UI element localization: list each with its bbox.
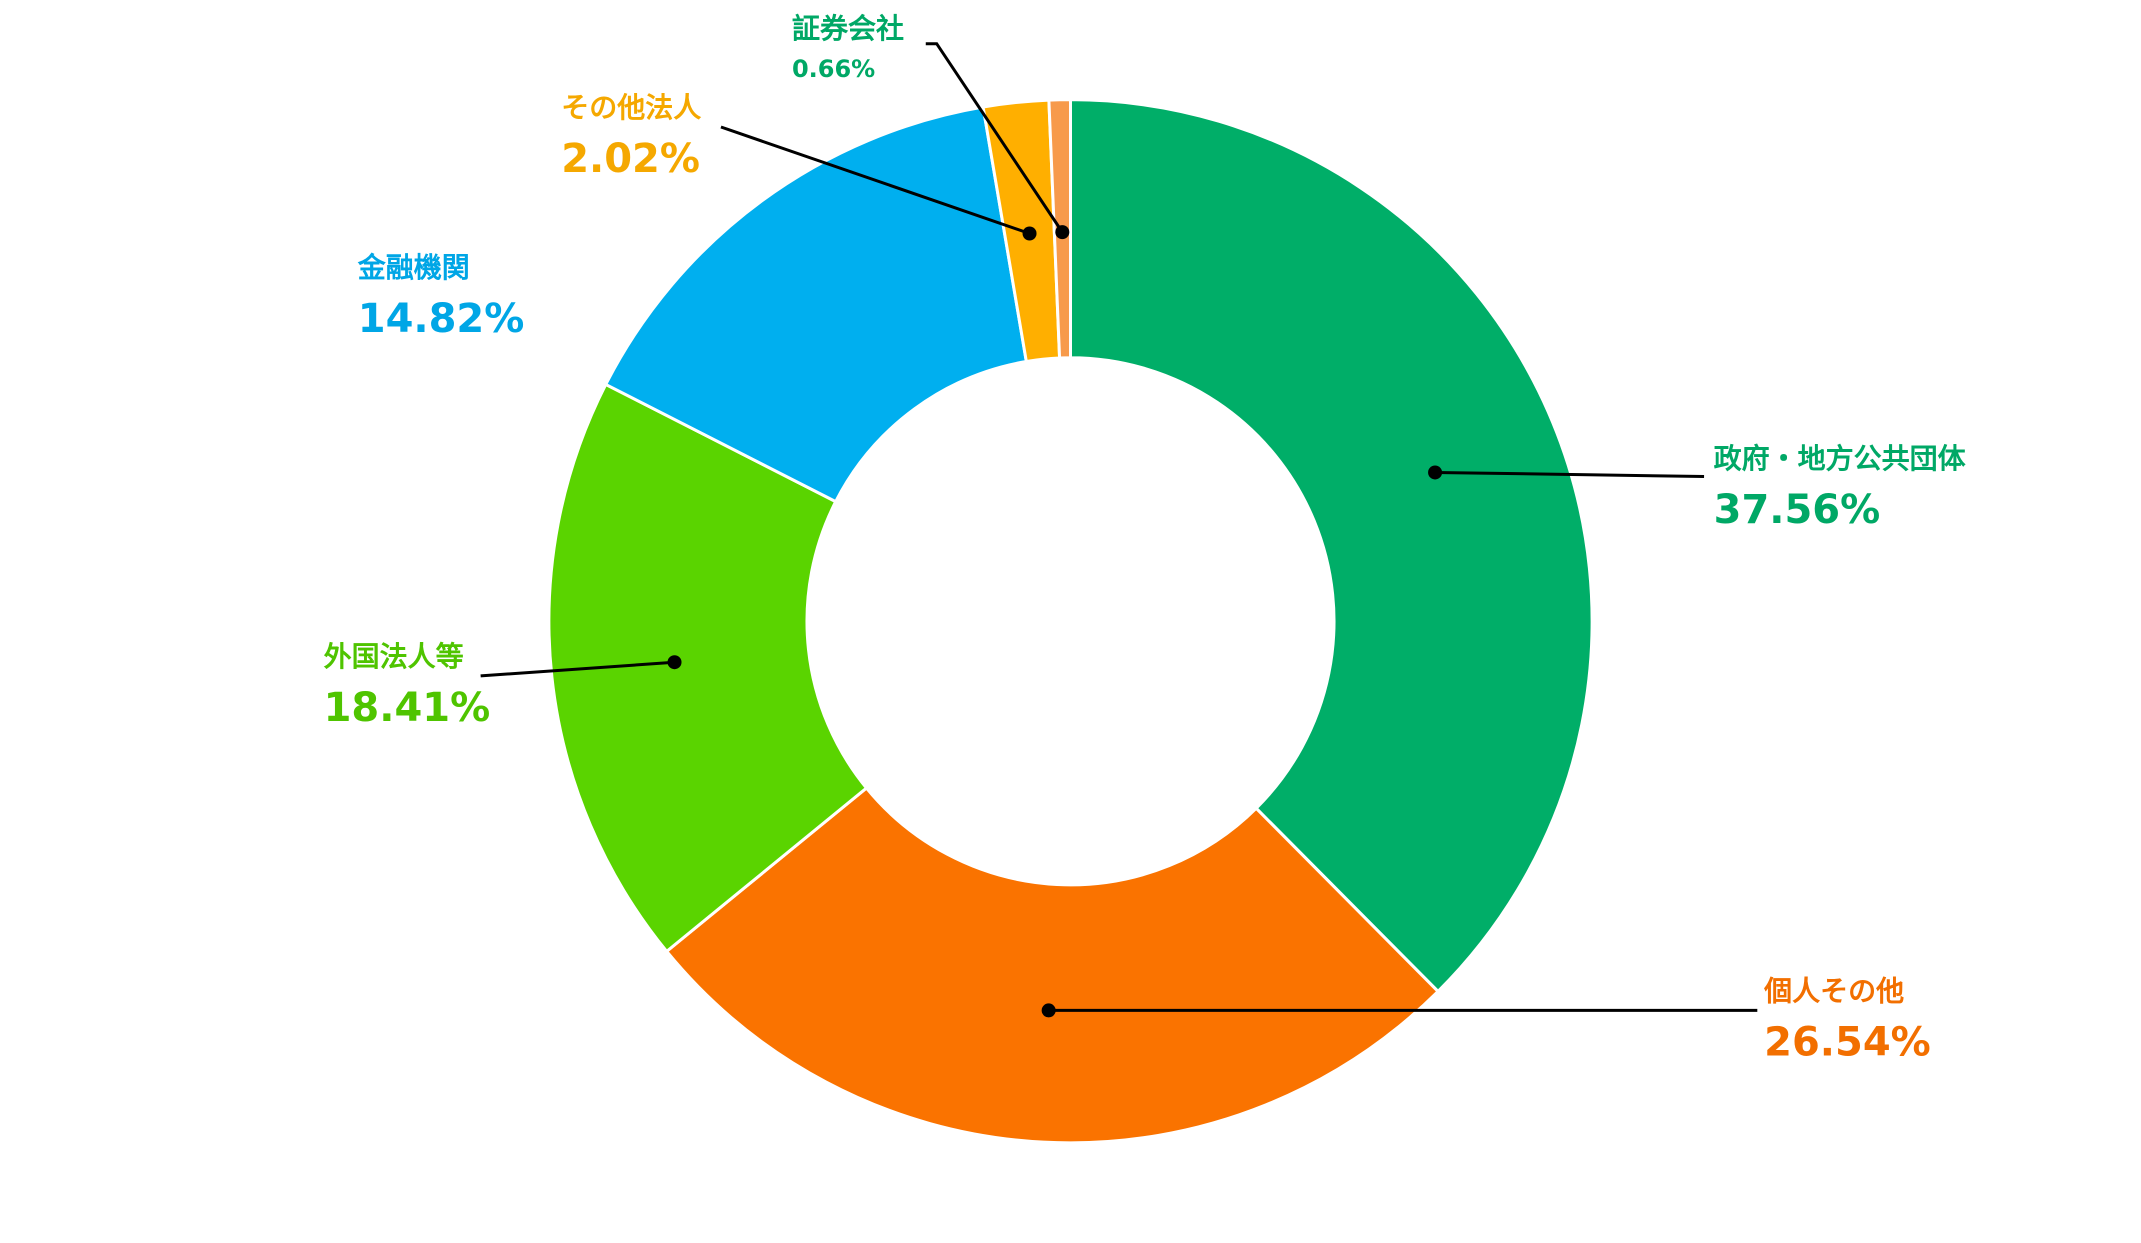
- slice-value-label-1: 37.56%: [1714, 487, 1881, 533]
- pie-slice-1: [1069, 98, 1594, 994]
- slices-layer: [547, 98, 1594, 1145]
- pie-slice-4: [603, 105, 1029, 504]
- slice-name-label-1: 政府・地方公共団体: [1714, 442, 1967, 475]
- slice-name-label-3: 外国法人等: [324, 640, 464, 673]
- leader-dot-6: [1055, 225, 1070, 240]
- slice-value-label-6: 0.66%: [792, 55, 875, 83]
- pie-slice-2: [664, 785, 1441, 1145]
- pie-slice-3: [547, 382, 869, 954]
- slice-label-group-6: 証券会社 0.66%: [792, 12, 904, 83]
- leader-line-3: [480, 660, 675, 678]
- leader-line-6: [925, 42, 1064, 233]
- slice-value-label-5: 2.02%: [561, 136, 700, 182]
- slice-name-label-6: 証券会社: [792, 12, 904, 45]
- leader-dot-2: [1041, 1003, 1056, 1018]
- slice-name-label-2: 個人その他: [1763, 975, 1904, 1008]
- leader-dot-3: [667, 655, 682, 670]
- slice-name-label-5: その他法人: [561, 91, 701, 124]
- leader-dot-5: [1022, 226, 1037, 241]
- slice-value-label-3: 18.41%: [324, 685, 491, 731]
- slice-value-label-2: 26.54%: [1764, 1020, 1931, 1066]
- labels-layer: 政府・地方公共団体 37.56% 個人その他 26.54% 外国法人等 18.41% 金融機…: [324, 12, 1967, 1066]
- slice-label-group-3: 外国法人等 18.41%: [324, 640, 491, 731]
- leader-lines-layer: [480, 42, 1758, 1018]
- slice-label-group-1: 政府・地方公共団体 37.56%: [1714, 442, 1967, 533]
- slice-label-group-5: その他法人 2.02%: [561, 91, 701, 182]
- slice-label-group-4: 金融機関 14.82%: [357, 251, 525, 342]
- leader-line-5: [720, 125, 1031, 235]
- slice-label-group-2: 個人その他 26.54%: [1763, 975, 1931, 1066]
- slice-value-label-4: 14.82%: [358, 296, 525, 342]
- slice-name-label-4: 金融機関: [357, 251, 470, 284]
- leader-line-1: [1435, 470, 1705, 479]
- leader-dot-1: [1428, 465, 1443, 480]
